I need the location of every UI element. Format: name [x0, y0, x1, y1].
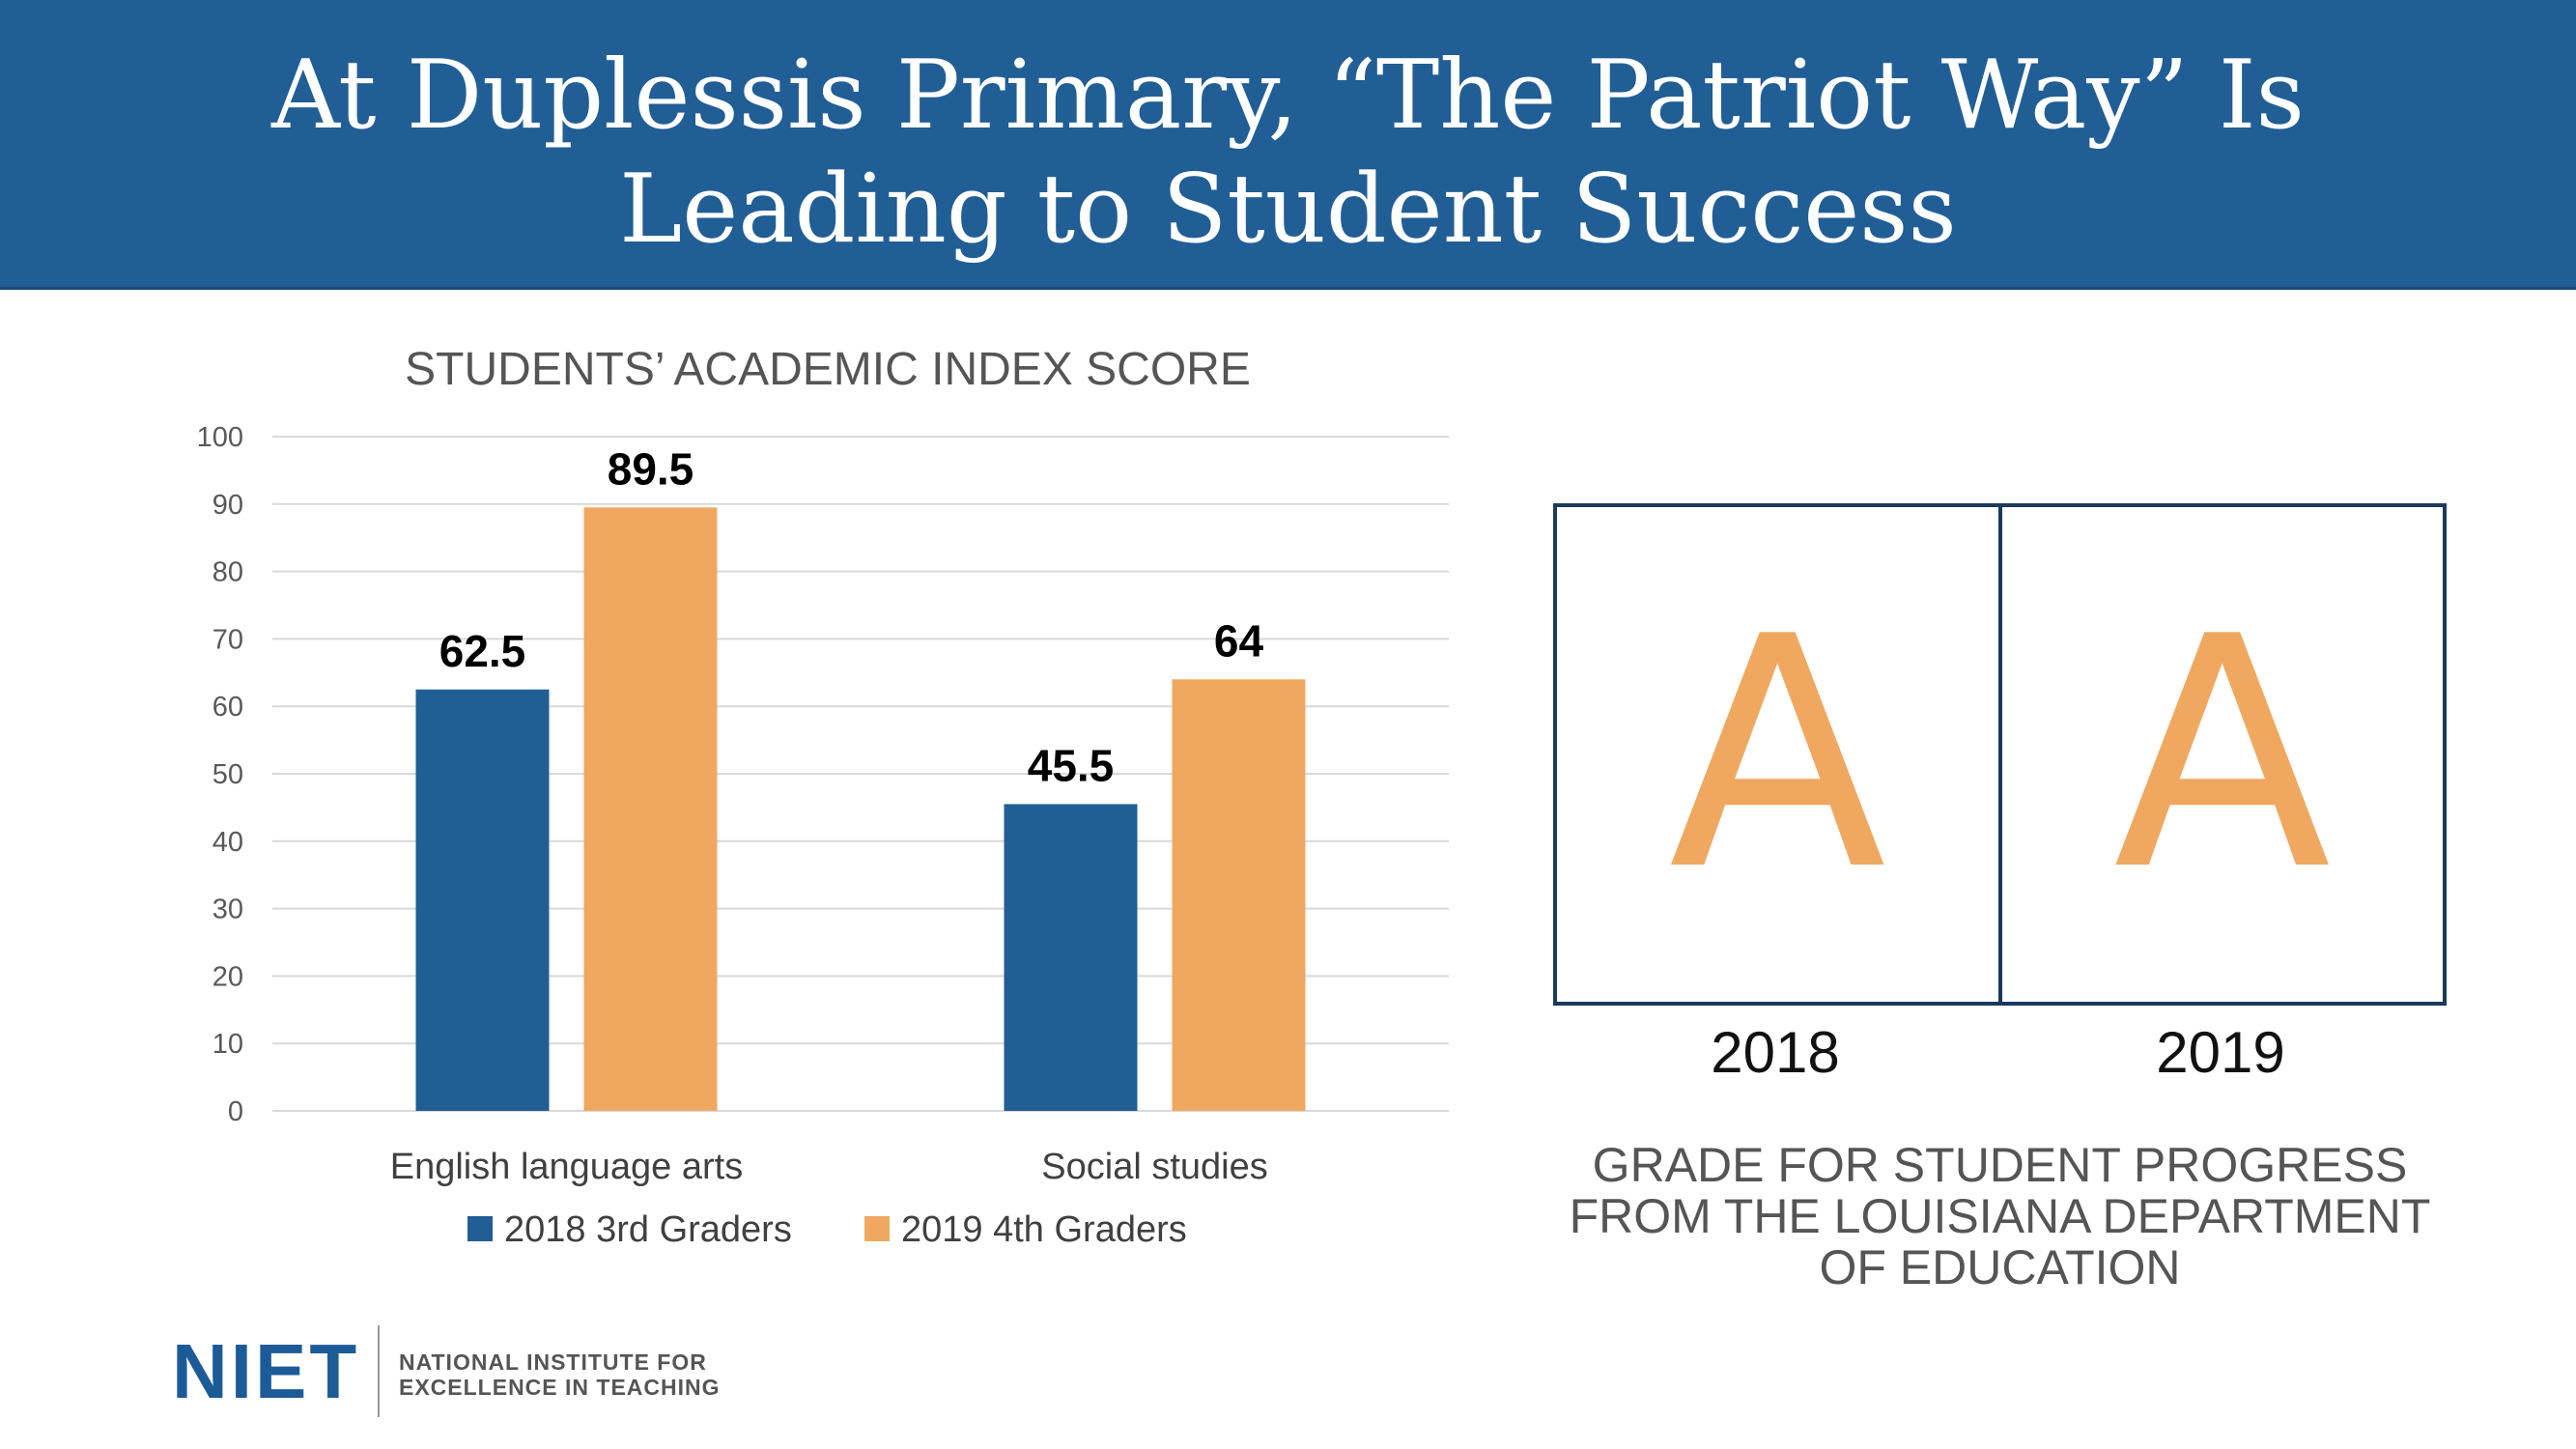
- legend-label: 2018 3rd Graders: [504, 1209, 792, 1250]
- academic-index-bar-chart: STUDENTS’ ACADEMIC INDEX SCORE 0 10 20 30 40 5…: [197, 344, 1449, 1250]
- y-tick-label: 60: [212, 692, 243, 723]
- data-label: 89.5: [608, 443, 694, 494]
- y-tick-label: 30: [212, 895, 243, 925]
- x-tick-label: English language arts: [390, 1147, 743, 1187]
- legend-swatch: [864, 1216, 890, 1241]
- grade-cell-2019: A: [1997, 507, 2444, 1002]
- y-tick-label: 100: [197, 422, 243, 453]
- data-label: 62.5: [439, 626, 526, 676]
- y-tick-label: 90: [212, 490, 243, 521]
- grades-box: A A: [1553, 503, 2447, 1006]
- bar: [1004, 804, 1138, 1111]
- grade-year-2018: 2018: [1711, 1020, 1840, 1085]
- data-label: 64: [1214, 615, 1264, 666]
- y-tick-label: 0: [228, 1096, 243, 1127]
- grades-caption: GRADE FOR STUDENT PROGRESS FROM THE LOUI…: [1553, 1140, 2447, 1293]
- page-title: At Duplessis Primary, “The Patriot Way” …: [0, 39, 2576, 267]
- y-tick-label: 50: [212, 759, 243, 790]
- grades-caption-line-2: FROM THE LOUISIANA DEPARTMENT: [1569, 1189, 2431, 1243]
- grades-caption-line-3: OF EDUCATION: [1819, 1240, 2181, 1294]
- y-tick-label: 40: [212, 827, 243, 858]
- legend-label: 2019 4th Graders: [901, 1209, 1187, 1250]
- bar: [1172, 679, 1306, 1111]
- logo-divider: [378, 1325, 380, 1417]
- page-title-line-2: Leading to Student Success: [619, 155, 1957, 265]
- niet-logo: NIET: [172, 1328, 360, 1414]
- chart-title: STUDENTS’ ACADEMIC INDEX SCORE: [405, 344, 1251, 395]
- y-tick-label: 20: [212, 961, 243, 992]
- logo-tagline-line-1: NATIONAL INSTITUTE FOR: [399, 1350, 707, 1375]
- grades-caption-line-1: GRADE FOR STUDENT PROGRESS: [1592, 1138, 2408, 1192]
- y-tick-label: 10: [212, 1029, 243, 1060]
- grade-cell-2018: A: [1668, 569, 1887, 940]
- logo-tagline-line-2: EXCELLENCE IN TEACHING: [399, 1375, 721, 1400]
- y-tick-label: 80: [212, 557, 243, 588]
- legend-swatch: [467, 1216, 493, 1241]
- grade-year-2019: 2019: [2156, 1020, 2285, 1085]
- x-tick-label: Social studies: [1041, 1147, 1267, 1187]
- title-banner: At Duplessis Primary, “The Patriot Way” …: [0, 0, 2576, 290]
- data-label: 45.5: [1028, 740, 1115, 790]
- y-tick-label: 70: [212, 624, 243, 655]
- bar: [415, 689, 550, 1111]
- bar: [583, 507, 718, 1111]
- page-title-line-1: At Duplessis Primary, “The Patriot Way” …: [271, 41, 2305, 151]
- logo-tagline: NATIONAL INSTITUTE FOR EXCELLENCE IN TEA…: [399, 1350, 721, 1400]
